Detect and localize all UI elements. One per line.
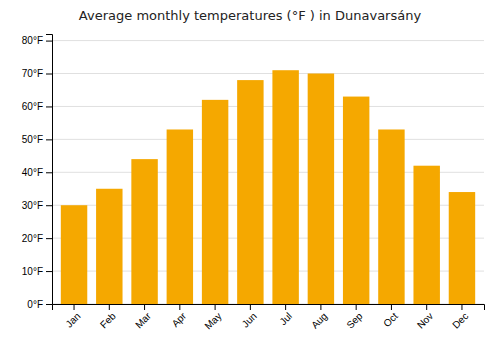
x-axis-line: [53, 305, 485, 311]
y-tick-label: 40°F: [22, 167, 43, 178]
y-tick-label: 80°F: [22, 35, 43, 46]
y-tick-mark: [46, 271, 52, 272]
grid-line: [52, 73, 484, 74]
x-tick-mark: [109, 304, 110, 310]
y-tick-label: 50°F: [22, 134, 43, 145]
x-tick: Oct: [381, 304, 400, 329]
bar: [96, 189, 122, 304]
y-tick: 60°F: [22, 101, 52, 112]
x-tick-mark: [215, 304, 216, 310]
x-tick-mark: [285, 304, 286, 310]
y-tick-label: 10°F: [22, 266, 43, 277]
bar: [343, 97, 369, 304]
y-axis: 0°F 10°F 20°F 30°F 40°F 50°F 60°F 70°F 80°F: [22, 35, 53, 310]
bar: [308, 74, 334, 304]
y-tick: 40°F: [22, 167, 52, 178]
grid-line: [52, 106, 484, 107]
chart: 0°F 10°F 20°F 30°F 40°F 50°F 60°F 70°F 80°F Jan Fe…: [0, 0, 500, 350]
x-tick: Nov: [415, 304, 435, 331]
x-tick-label: Oct: [381, 310, 400, 329]
x-tick-label: Apr: [170, 310, 189, 329]
y-tick-mark: [46, 74, 52, 75]
x-tick-label: Jul: [277, 310, 294, 327]
bar: [202, 100, 228, 304]
x-tick: Jun: [240, 304, 259, 330]
grid: [52, 41, 484, 304]
bar: [131, 159, 157, 304]
x-tick-mark: [391, 304, 392, 310]
x-tick-label: Sep: [344, 310, 365, 331]
x-tick-mark: [426, 304, 427, 310]
x-tick-label: Dec: [450, 310, 470, 330]
x-tick-mark: [320, 304, 321, 310]
bars: [61, 70, 475, 304]
grid-line: [52, 139, 484, 140]
x-tick-label: Mar: [133, 310, 153, 330]
y-tick-mark: [46, 139, 52, 140]
y-tick: 70°F: [22, 68, 52, 79]
bar: [413, 166, 439, 304]
x-tick: Sep: [344, 304, 365, 331]
x-tick-mark: [250, 304, 251, 310]
bar: [449, 192, 475, 304]
y-tick: 30°F: [22, 200, 52, 211]
y-tick-mark: [46, 238, 52, 239]
y-tick-mark: [46, 304, 52, 305]
y-tick-mark: [46, 41, 52, 42]
y-tick-mark: [46, 205, 52, 206]
x-tick-label: Aug: [309, 310, 329, 330]
x-tick: Feb: [98, 304, 118, 330]
x-tick: May: [202, 304, 223, 332]
y-tick: 50°F: [22, 134, 52, 145]
x-tick-mark: [74, 304, 75, 310]
x-axis: Jan Feb Mar Apr May Jun Jul Aug Sep Oct Nov Dec: [53, 304, 485, 332]
y-tick-label: 20°F: [22, 233, 43, 244]
x-tick: Jan: [63, 304, 82, 330]
bar: [167, 129, 193, 304]
y-tick-label: 70°F: [22, 68, 43, 79]
x-tick-label: May: [202, 310, 223, 331]
x-tick-label: Jan: [63, 310, 82, 329]
x-tick-mark: [144, 304, 145, 310]
bar: [61, 205, 87, 304]
y-tick-label: 0°F: [27, 299, 43, 310]
x-tick: Mar: [133, 304, 153, 330]
x-tick-mark: [461, 304, 462, 310]
x-tick-mark: [356, 304, 357, 310]
y-tick: 20°F: [22, 233, 52, 244]
x-tick: Aug: [309, 304, 329, 331]
bar: [237, 80, 263, 304]
grid-line: [52, 40, 484, 41]
y-tick: 10°F: [22, 266, 52, 277]
x-tick-label: Jun: [240, 310, 259, 329]
x-tick: Dec: [450, 304, 470, 331]
x-tick-label: Nov: [415, 310, 435, 330]
plot: 0°F 10°F 20°F 30°F 40°F 50°F 60°F 70°F 80°F Jan Fe…: [22, 35, 485, 332]
y-axis-line: [46, 35, 53, 305]
y-tick-label: 60°F: [22, 101, 43, 112]
bar: [378, 129, 404, 304]
y-tick: 80°F: [22, 35, 52, 46]
x-tick: Apr: [170, 304, 189, 329]
x-tick: Jul: [277, 304, 294, 327]
x-tick-mark: [179, 304, 180, 310]
bar: [272, 70, 298, 304]
y-tick-label: 30°F: [22, 200, 43, 211]
title: Average monthly temperatures (°F ) in Du…: [79, 8, 422, 23]
y-tick-mark: [46, 172, 52, 173]
y-tick: 0°F: [27, 299, 52, 310]
x-tick-label: Feb: [98, 310, 118, 330]
y-tick-mark: [46, 106, 52, 107]
